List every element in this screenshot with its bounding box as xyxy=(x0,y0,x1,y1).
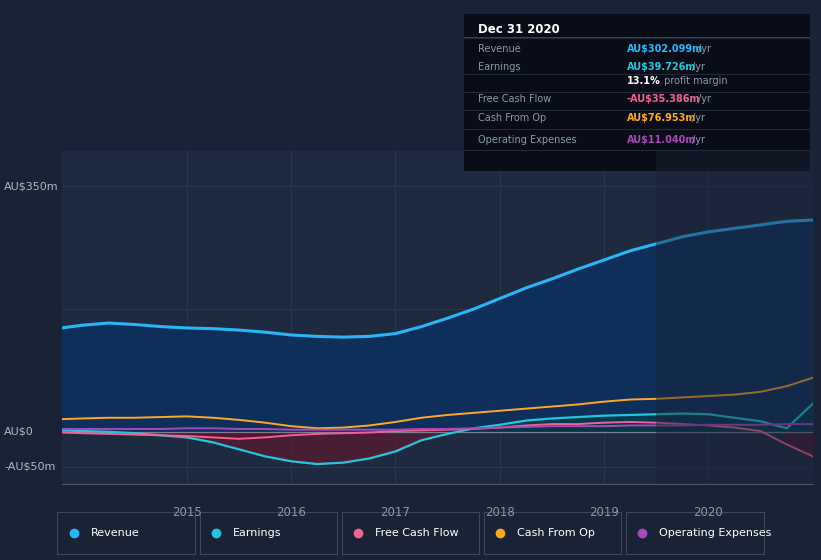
Text: Earnings: Earnings xyxy=(232,529,281,538)
Text: AU$350m: AU$350m xyxy=(4,181,59,192)
Text: 13.1%: 13.1% xyxy=(626,76,660,86)
Text: AU$0: AU$0 xyxy=(4,427,34,437)
Text: Operating Expenses: Operating Expenses xyxy=(478,135,576,145)
Text: Revenue: Revenue xyxy=(90,529,140,538)
Text: Free Cash Flow: Free Cash Flow xyxy=(478,95,551,105)
Text: 2016: 2016 xyxy=(276,506,306,519)
Text: Revenue: Revenue xyxy=(478,44,521,54)
Text: -AU$50m: -AU$50m xyxy=(4,462,56,472)
Text: -AU$35.386m: -AU$35.386m xyxy=(626,95,700,105)
Text: 2020: 2020 xyxy=(694,506,723,519)
Text: Free Cash Flow: Free Cash Flow xyxy=(374,529,458,538)
Text: 2019: 2019 xyxy=(589,506,619,519)
Text: /yr: /yr xyxy=(698,44,711,54)
Text: AU$11.040m: AU$11.040m xyxy=(626,135,696,145)
Text: profit margin: profit margin xyxy=(661,76,727,86)
Text: /yr: /yr xyxy=(692,62,705,72)
Text: /yr: /yr xyxy=(698,95,711,105)
Text: 2018: 2018 xyxy=(485,506,515,519)
Text: AU$39.726m: AU$39.726m xyxy=(626,62,696,72)
Text: /yr: /yr xyxy=(692,113,705,123)
Text: Earnings: Earnings xyxy=(478,62,521,72)
Text: Operating Expenses: Operating Expenses xyxy=(658,529,771,538)
Text: 2017: 2017 xyxy=(380,506,410,519)
Text: Dec 31 2020: Dec 31 2020 xyxy=(478,24,559,36)
Text: 2015: 2015 xyxy=(172,506,202,519)
Text: Cash From Op: Cash From Op xyxy=(478,113,546,123)
Text: /yr: /yr xyxy=(692,135,705,145)
Text: AU$76.953m: AU$76.953m xyxy=(626,113,696,123)
Text: AU$302.099m: AU$302.099m xyxy=(626,44,703,54)
Text: Cash From Op: Cash From Op xyxy=(516,529,594,538)
